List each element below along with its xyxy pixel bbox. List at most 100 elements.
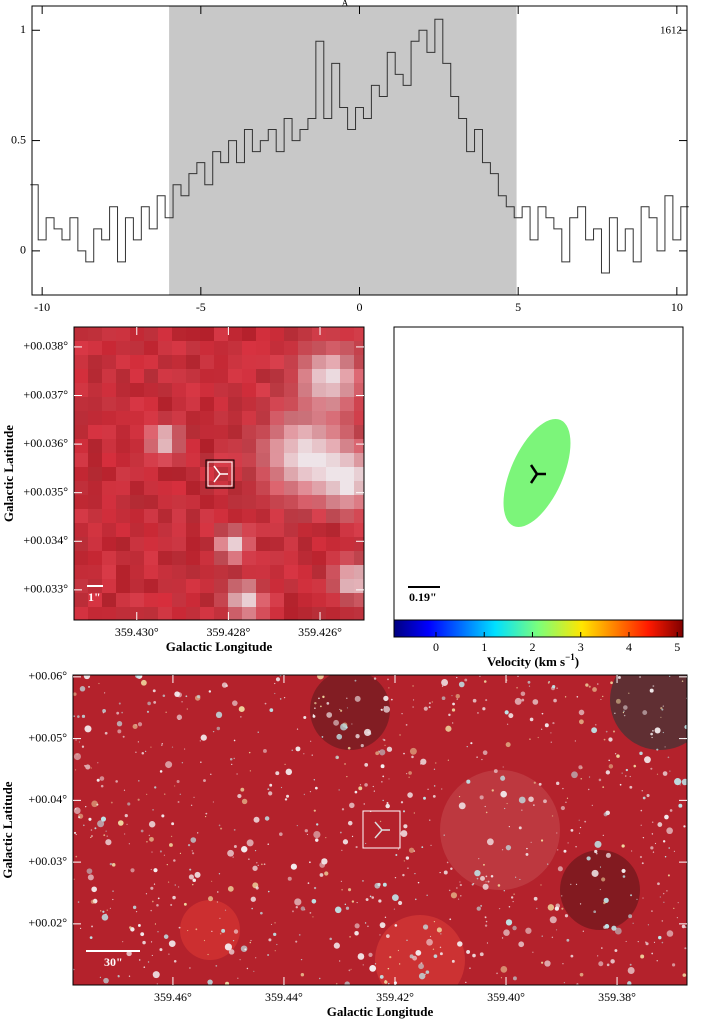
- star: [369, 964, 377, 972]
- star: [219, 932, 222, 935]
- star: [525, 927, 532, 934]
- pixel: [228, 495, 242, 509]
- star: [78, 741, 81, 743]
- star: [363, 728, 372, 736]
- pixel: [130, 495, 144, 509]
- pixel: [144, 439, 158, 453]
- pixel: [270, 439, 284, 453]
- star: [102, 708, 106, 713]
- star: [207, 896, 214, 902]
- star: [314, 786, 318, 790]
- star: [152, 689, 156, 693]
- star: [485, 875, 488, 878]
- star: [405, 856, 410, 860]
- pixel: [270, 453, 284, 467]
- pixel: [326, 341, 340, 355]
- pixel: [158, 355, 172, 369]
- star: [145, 893, 148, 895]
- star: [406, 939, 408, 942]
- star: [163, 934, 169, 939]
- star: [386, 801, 389, 804]
- pixel: [102, 327, 116, 341]
- star: [117, 729, 122, 734]
- pixel: [340, 537, 354, 551]
- star: [382, 799, 384, 802]
- star: [224, 909, 227, 911]
- pixel: [256, 355, 270, 369]
- star: [324, 871, 329, 876]
- pixel: [158, 341, 172, 355]
- star: [314, 701, 317, 705]
- star: [403, 752, 405, 755]
- pixel: [298, 369, 312, 383]
- pixel: [354, 355, 364, 369]
- colorbar-tick-label: 5: [674, 640, 680, 654]
- star: [163, 854, 166, 856]
- star: [451, 708, 456, 712]
- pixel: [158, 439, 172, 453]
- star: [432, 948, 435, 950]
- star: [663, 901, 665, 903]
- star: [418, 963, 424, 970]
- pixel: [228, 565, 242, 579]
- pixel: [340, 383, 354, 397]
- star: [666, 890, 668, 892]
- star: [374, 882, 381, 889]
- star: [151, 900, 154, 903]
- pixel: [102, 341, 116, 355]
- star: [430, 844, 432, 846]
- star: [137, 722, 143, 727]
- pixel: [116, 355, 130, 369]
- star: [255, 886, 259, 890]
- star: [249, 770, 251, 772]
- star: [212, 730, 215, 733]
- star: [88, 686, 90, 688]
- pixel: [284, 607, 298, 620]
- star: [482, 883, 489, 890]
- star: [449, 918, 452, 921]
- pixel: [242, 383, 256, 397]
- star: [333, 942, 340, 949]
- star: [176, 692, 182, 698]
- pixel: [74, 425, 88, 439]
- pixel: [130, 383, 144, 397]
- star: [350, 968, 352, 970]
- star: [344, 763, 346, 765]
- star: [237, 977, 239, 979]
- pixel: [242, 327, 256, 341]
- pixel: [340, 481, 354, 495]
- colorbar-tick-label: 0: [433, 640, 439, 654]
- star: [639, 676, 641, 678]
- pixel: [200, 593, 214, 607]
- star: [374, 963, 377, 965]
- pixel: [102, 523, 116, 537]
- star: [451, 695, 453, 697]
- star: [650, 732, 653, 736]
- pixel: [144, 509, 158, 523]
- star: [168, 953, 170, 955]
- star: [599, 888, 601, 891]
- star: [432, 795, 436, 798]
- star: [177, 886, 180, 888]
- star: [191, 850, 193, 852]
- star: [378, 899, 382, 903]
- pixel: [298, 453, 312, 467]
- star: [116, 721, 123, 727]
- star: [165, 711, 167, 713]
- star: [621, 772, 623, 774]
- star: [582, 930, 584, 932]
- star: [329, 937, 332, 941]
- star: [176, 780, 180, 784]
- x-tick-label: 359.46°: [154, 990, 192, 1004]
- star: [466, 949, 471, 954]
- star: [652, 851, 655, 853]
- pixel: [354, 341, 364, 355]
- star: [479, 675, 481, 678]
- pixel: [256, 495, 270, 509]
- star: [270, 923, 273, 926]
- star: [257, 864, 259, 866]
- star: [640, 824, 642, 826]
- star: [575, 846, 577, 848]
- star: [597, 955, 599, 957]
- star: [276, 943, 278, 946]
